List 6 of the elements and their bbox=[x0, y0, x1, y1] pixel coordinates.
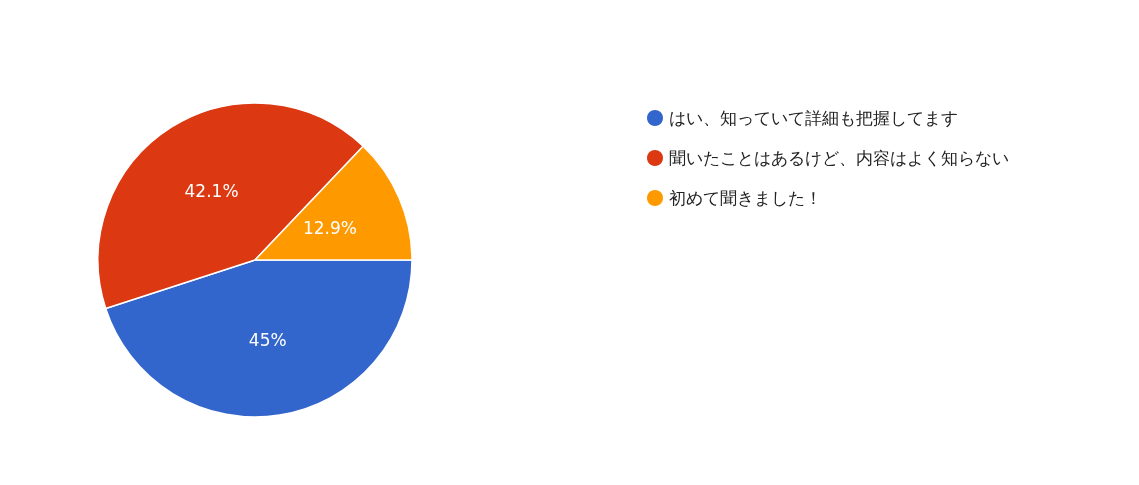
data-label: 12.9% bbox=[302, 217, 357, 238]
data-label: 42.1% bbox=[184, 181, 239, 202]
data-label: 45% bbox=[248, 330, 287, 351]
legend-label: はい、知っていて詳細も把握してます bbox=[669, 108, 958, 128]
legend-label: 初めて聞きました！ bbox=[669, 188, 822, 208]
legend-label: 聞いたことはあるけど、内容はよく知らない bbox=[669, 148, 1009, 168]
